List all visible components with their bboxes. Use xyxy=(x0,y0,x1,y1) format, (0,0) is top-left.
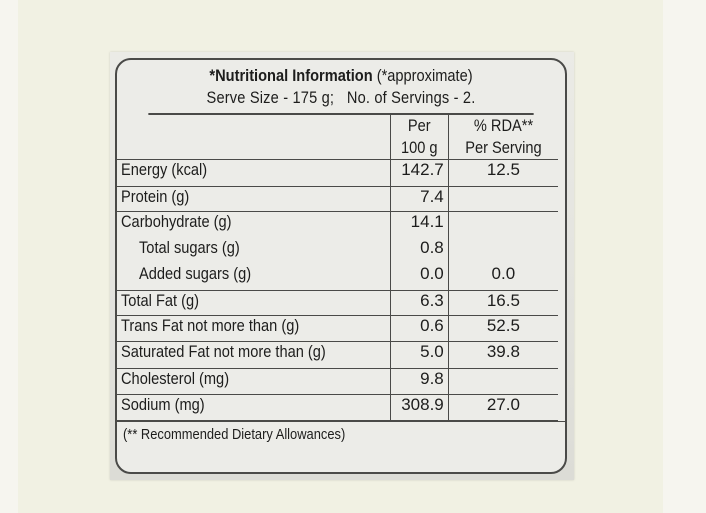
rda-value: 27.0 xyxy=(447,394,558,421)
table-row: Total Fat (g) 6.3 16.5 xyxy=(117,290,558,316)
nutrient-name: Added sugars (g) xyxy=(117,263,391,291)
nutrient-name: Carbohydrate (g) xyxy=(117,211,391,238)
table-row: Saturated Fat not more than (g) 5.0 39.8 xyxy=(117,341,558,369)
rda-value xyxy=(447,211,558,238)
serve-size: Serve Size - 175 g; xyxy=(206,88,335,107)
per-100g-value: 308.9 xyxy=(389,394,449,421)
label-title-line: *Nutritional Information (*approximate) xyxy=(148,65,533,87)
per-100g-value: 14.1 xyxy=(389,211,449,238)
label-title: *Nutritional Information xyxy=(209,66,373,85)
label-header: *Nutritional Information (*approximate) … xyxy=(148,60,534,115)
nutrient-name: Saturated Fat not more than (g) xyxy=(117,341,391,369)
rda-value xyxy=(447,368,558,395)
nutrient-name: Cholesterol (mg) xyxy=(117,368,391,395)
footnote: (** Recommended Dietary Allowances) xyxy=(117,421,565,448)
rda-value: 52.5 xyxy=(447,315,558,342)
per-100g-value: 142.7 xyxy=(389,159,449,187)
rda-value xyxy=(447,237,558,264)
header-per-100g: Per 100 g xyxy=(389,115,449,160)
header-rda-line1: % RDA** xyxy=(473,116,534,135)
header-rda-line2: Per Serving xyxy=(465,138,542,157)
nutrient-name: Total Fat (g) xyxy=(117,290,391,316)
rda-value: 0.0 xyxy=(447,263,558,291)
per-100g-value: 5.0 xyxy=(389,341,449,369)
header-rda: % RDA** Per Serving xyxy=(447,115,558,160)
table-row: Protein (g) 7.4 xyxy=(117,186,558,212)
table-row: Sodium (mg) 308.9 27.0 xyxy=(117,394,558,421)
header-empty-cell xyxy=(117,115,391,160)
nutrition-label: *Nutritional Information (*approximate) … xyxy=(115,58,567,474)
table-row: Energy (kcal) 142.7 12.5 xyxy=(117,159,558,187)
rda-value: 12.5 xyxy=(447,159,558,187)
rda-value: 39.8 xyxy=(447,341,558,369)
nutrient-name: Total sugars (g) xyxy=(117,237,391,264)
per-100g-value: 7.4 xyxy=(389,186,449,212)
nutrient-name: Protein (g) xyxy=(117,186,391,212)
per-100g-value: 0.0 xyxy=(389,263,449,291)
rda-value: 16.5 xyxy=(447,290,558,316)
table-row: Cholesterol (mg) 9.8 xyxy=(117,368,558,395)
header-per-line1: Per xyxy=(407,116,431,135)
header-per-line2: 100 g xyxy=(400,138,438,157)
table-header-row: Per 100 g % RDA** Per Serving xyxy=(117,115,558,160)
table-row: Trans Fat not more than (g) 0.6 52.5 xyxy=(117,315,558,342)
per-100g-value: 9.8 xyxy=(389,368,449,395)
nutrient-name: Energy (kcal) xyxy=(117,159,391,187)
label-title-note: (*approximate) xyxy=(372,66,473,85)
nutrient-name: Sodium (mg) xyxy=(117,394,391,421)
per-100g-value: 0.8 xyxy=(389,237,449,264)
rda-value xyxy=(447,186,558,212)
table-row: Added sugars (g) 0.0 0.0 xyxy=(117,263,558,291)
nutrient-name: Trans Fat not more than (g) xyxy=(117,315,391,342)
footnote-text: (** Recommended Dietary Allowances) xyxy=(123,426,346,443)
table-row: Total sugars (g) 0.8 xyxy=(117,237,558,264)
nutrition-table: Per 100 g % RDA** Per Serving Energy (kc… xyxy=(117,115,558,421)
servings-count: No. of Servings - 2. xyxy=(346,88,476,107)
table-row: Carbohydrate (g) 14.1 xyxy=(117,211,558,238)
per-100g-value: 6.3 xyxy=(389,290,449,316)
serving-line: Serve Size - 175 g; No. of Servings - 2. xyxy=(148,87,533,109)
per-100g-value: 0.6 xyxy=(389,315,449,342)
